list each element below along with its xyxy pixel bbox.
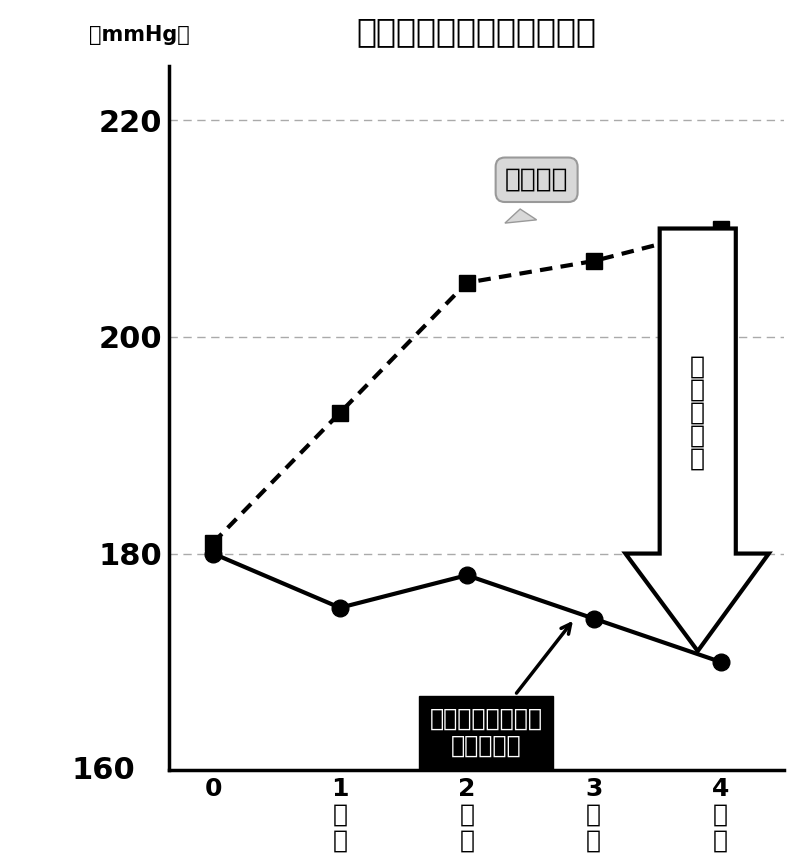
Polygon shape bbox=[505, 209, 537, 223]
Text: （mmHg）: （mmHg） bbox=[89, 25, 189, 45]
Text: 160: 160 bbox=[71, 756, 135, 785]
Title: 高血圧発症ラットの血圧値: 高血圧発症ラットの血圧値 bbox=[356, 15, 596, 48]
Text: アカシアポリフェ
ノール投与: アカシアポリフェ ノール投与 bbox=[429, 624, 570, 759]
Text: 大
幅
に
抑
制: 大 幅 に 抑 制 bbox=[690, 355, 706, 470]
Text: 投与なし: 投与なし bbox=[505, 167, 568, 193]
Polygon shape bbox=[626, 228, 769, 651]
